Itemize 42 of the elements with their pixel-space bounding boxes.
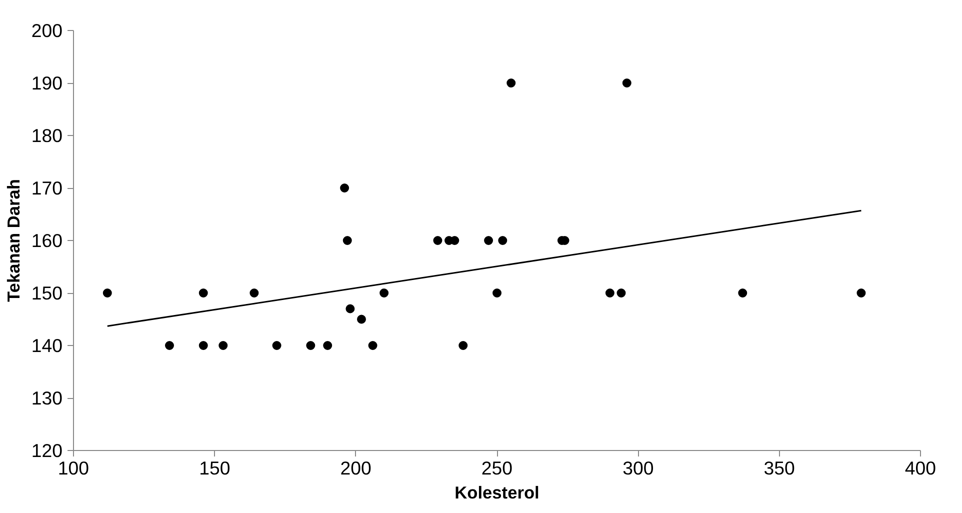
point bbox=[380, 288, 389, 298]
point bbox=[458, 341, 468, 350]
point bbox=[738, 288, 748, 298]
point bbox=[616, 288, 626, 298]
point bbox=[250, 288, 259, 298]
y-tick-label: 160 bbox=[31, 230, 63, 251]
point bbox=[218, 341, 228, 350]
point bbox=[368, 341, 378, 350]
y-tick-label: 180 bbox=[31, 125, 63, 146]
y-tick-label: 200 bbox=[31, 20, 63, 41]
point bbox=[492, 288, 502, 298]
point bbox=[342, 236, 352, 245]
x-tick-label: 350 bbox=[764, 458, 795, 478]
point bbox=[198, 341, 208, 350]
point bbox=[272, 341, 282, 350]
x-tick-label: 150 bbox=[199, 458, 230, 478]
point bbox=[306, 341, 316, 350]
point bbox=[622, 78, 632, 88]
y-tick-label: 140 bbox=[31, 335, 63, 356]
point bbox=[484, 236, 494, 245]
point bbox=[340, 184, 350, 192]
point bbox=[346, 304, 355, 314]
point bbox=[102, 288, 112, 298]
y-tick-label: 190 bbox=[31, 72, 63, 94]
point bbox=[164, 341, 174, 350]
y-tick-label: 130 bbox=[31, 388, 63, 408]
y-tick-label: 170 bbox=[31, 178, 63, 198]
x-tick-label: 250 bbox=[481, 458, 513, 478]
x-tick-label: 400 bbox=[904, 458, 936, 478]
point bbox=[433, 236, 442, 245]
y-axis-title: Tekanan Darah bbox=[3, 179, 24, 302]
x-tick-label: 200 bbox=[340, 458, 372, 478]
x-axis-title: Kolesterol bbox=[454, 482, 540, 502]
point bbox=[506, 78, 516, 88]
point bbox=[856, 288, 866, 298]
point bbox=[323, 341, 332, 350]
point bbox=[198, 288, 208, 298]
y-tick-label: 150 bbox=[31, 282, 63, 304]
point bbox=[498, 236, 508, 245]
point bbox=[605, 288, 614, 298]
point bbox=[356, 314, 366, 324]
x-tick-label: 300 bbox=[622, 458, 654, 478]
